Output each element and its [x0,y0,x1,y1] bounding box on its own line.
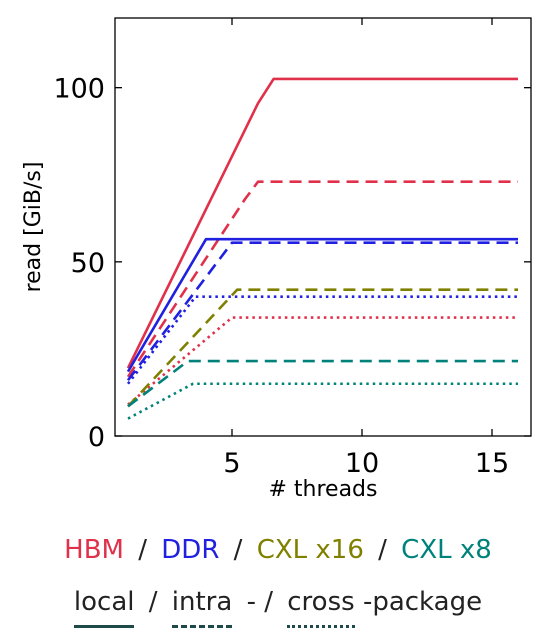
series-line-hbm-cross [127,316,518,406]
series-line-cxl-x8-intra [127,359,518,408]
series-layer [126,77,518,420]
legend-separator: / [378,535,387,565]
series-line-cxl-x16-intra [127,288,518,408]
y-axis-label: read [GiB/s] [21,162,46,293]
legend-cxl-x16: CXL x16 [256,535,364,565]
legend-hbm: HBM [64,535,124,565]
legend-placement: local / intra - / cross -package [0,580,556,628]
legend-separator: - / [246,587,273,617]
legend-suffix: -package [362,587,483,617]
x-tick-label: 5 [223,448,240,479]
ticks-layer: 5 10 15 0 50 100 [53,18,531,479]
plot-frame [114,17,532,437]
y-tick-label: 50 [71,248,105,279]
legend-separator: / [148,587,158,617]
y-tick-label: 0 [88,422,105,453]
y-tick-label: 100 [53,74,105,105]
series-line-hbm-intra [126,180,518,378]
chart: 5 10 15 0 50 100 # threads read [GiB/s] [21,17,532,502]
legend-cxl-x8: CXL x8 [401,535,492,565]
series-line-ddr-local [126,237,518,373]
legend-intra: intra [171,580,233,628]
legend-separator: / [138,535,148,565]
x-tick-label: 10 [345,448,379,479]
legend-ddr: DDR [161,535,220,565]
series-line-ddr-cross [126,295,518,385]
x-tick-label: 15 [475,448,509,479]
x-axis-label: # threads [268,477,377,502]
legend-local: local [73,580,135,628]
legend-cross: cross [287,580,355,628]
series-line-hbm-local [126,77,518,369]
series-line-cxl-x8-cross [127,382,518,420]
legend-separator: / [233,535,243,565]
legend-memory: HBM / DDR / CXL x16 / CXL x8 [0,528,556,572]
series-line-ddr-intra [126,241,518,382]
